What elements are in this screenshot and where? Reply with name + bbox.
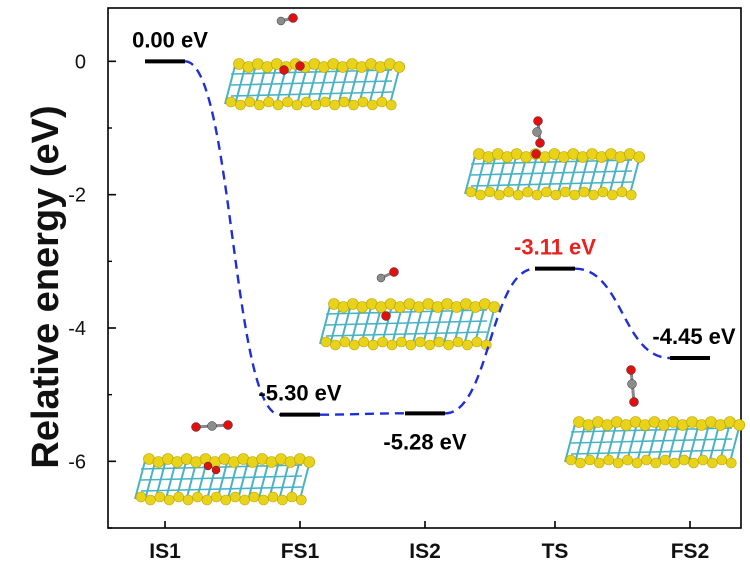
y-tick-label: -6 (68, 451, 86, 473)
energy-label-fs1: -5.30 eV (258, 381, 341, 406)
energy-label-ts: -3.11 eV (514, 235, 596, 260)
fs1-structure-image (224, 13, 406, 111)
fs2-structure-image (564, 365, 746, 469)
y-tick-label: 0 (75, 51, 86, 73)
y-axis-label: Relative energy (eV) (25, 105, 67, 468)
ts-structure-image (464, 116, 646, 201)
reaction-path-line (184, 60, 671, 416)
x-tick-label-is1: IS1 (149, 540, 181, 563)
plot-area: 0 -2 -4 -6 IS1 FS1 IS2 TS FS2 0.00 eV -5.30 eV -5.2… (68, 7, 746, 563)
x-tick-label-fs2: FS2 (671, 540, 710, 563)
x-tick-label-ts: TS (542, 540, 569, 563)
y-tick-label: -2 (68, 185, 86, 207)
x-tick-label-fs1: FS1 (281, 540, 320, 563)
energy-label-is2: -5.28 eV (383, 429, 466, 454)
y-tick-label: -4 (68, 318, 86, 340)
energy-label-is1: 0.00 eV (132, 27, 208, 52)
is1-structure-image (134, 420, 316, 506)
x-tick-label-is2: IS2 (409, 540, 441, 563)
is2-structure-image (319, 267, 501, 351)
energy-label-fs2: -4.45 eV (652, 324, 735, 349)
